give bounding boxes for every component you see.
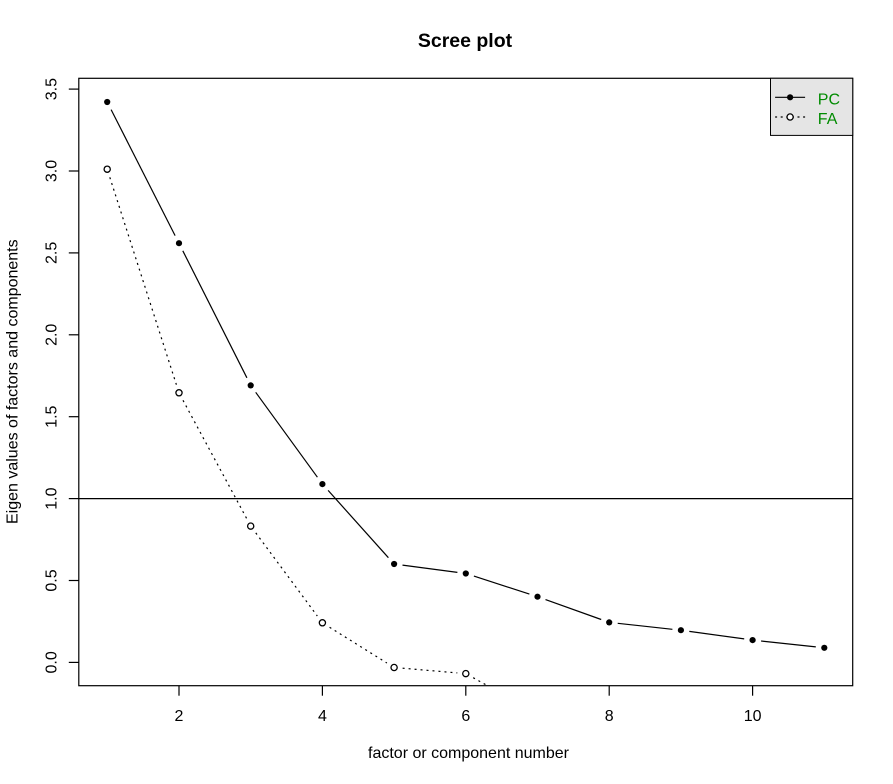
- svg-text:6: 6: [461, 708, 470, 725]
- svg-text:4: 4: [318, 708, 327, 725]
- svg-text:8: 8: [605, 708, 614, 725]
- svg-text:Scree plot: Scree plot: [418, 30, 513, 52]
- svg-text:Eigen values of factors and co: Eigen values of factors and components: [5, 239, 22, 524]
- svg-text:PC: PC: [818, 91, 840, 108]
- svg-text:2: 2: [175, 708, 184, 725]
- svg-text:0.5: 0.5: [44, 569, 61, 591]
- svg-text:2.5: 2.5: [44, 242, 61, 264]
- svg-text:1.5: 1.5: [44, 405, 61, 427]
- svg-text:3.5: 3.5: [44, 78, 61, 100]
- svg-text:10: 10: [744, 708, 762, 725]
- svg-text:factor or component number: factor or component number: [368, 745, 570, 762]
- svg-text:0.0: 0.0: [44, 651, 61, 673]
- svg-text:FA: FA: [818, 111, 838, 128]
- svg-text:3.0: 3.0: [44, 160, 61, 182]
- svg-text:1.0: 1.0: [44, 487, 61, 509]
- svg-text:2.0: 2.0: [44, 324, 61, 346]
